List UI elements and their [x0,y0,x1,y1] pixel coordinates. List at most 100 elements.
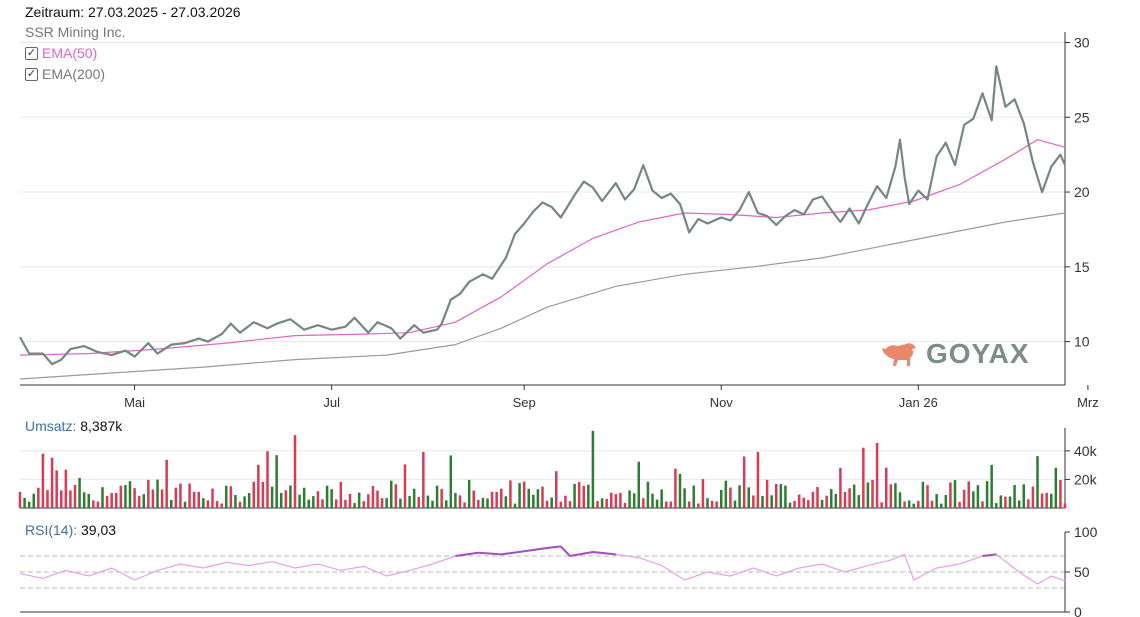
legend-item-ema200[interactable]: ✓ EMA(200) [25,65,105,83]
volume-bar [605,498,608,508]
volume-bar [23,497,26,508]
volume-bar [261,481,265,508]
rsi-overbought-segment [560,545,571,557]
volume-bar [752,495,755,508]
volume-bar [312,496,315,508]
volume-bar [715,501,718,508]
volume-bar [802,497,806,508]
volume-bar [1004,496,1007,508]
volume-bar [710,500,714,508]
volume-bar [600,498,604,508]
volume-bar [376,490,379,508]
volume-readout: Umsatz: 8,387k [25,417,122,435]
volume-bar [719,490,723,508]
volume-bar [78,477,81,508]
volume-bar [169,499,173,508]
checkbox-ema200[interactable]: ✓ [25,67,38,81]
volume-bar [930,500,934,508]
volume-bar [174,487,178,508]
legend-item-ema50[interactable]: ✓ EMA(50) [25,44,97,62]
volume-bar [257,464,260,508]
volume-bar [284,490,288,508]
volume-bar [1045,492,1048,508]
volume-bar [651,493,654,508]
volume-bar [729,487,732,508]
price-tick-label: 15 [1074,259,1090,275]
volume-bar [73,484,77,508]
volume-bar [756,451,760,508]
volume-bar [275,455,278,508]
price-tick-label: 20 [1074,184,1090,200]
rsi-tick-label: 100 [1074,524,1098,540]
volume-bar [990,464,993,508]
volume-bar [440,488,443,508]
volume-bar [1063,503,1067,508]
volume-bar [738,485,741,508]
volume-value: 8,387k [80,418,123,434]
volume-bar [188,483,191,508]
rsi-overbought-segment [478,551,502,556]
volume-bar [674,468,677,508]
volume-bar [939,503,943,508]
volume-bar [1022,484,1026,508]
volume-bar [999,495,1003,508]
volume-bar [128,481,132,508]
rsi-overbought-segment [592,551,616,556]
volume-bar [385,498,388,508]
volume-bar [834,493,838,508]
volume-bar [871,479,874,508]
volume-tick-label: 40k [1074,443,1098,459]
volume-bar [779,484,783,508]
volume-bar [101,487,104,508]
volume-bar [46,490,49,508]
rsi-tick-label: 50 [1074,564,1090,580]
volume-bar [683,488,686,508]
volume-bar [18,491,22,508]
volume-bar [669,501,673,508]
volume-bar [160,489,164,508]
volume-bar [467,479,471,508]
volume-bar [215,501,219,508]
volume-bar [110,493,113,508]
goyax-logo: GOYAX [880,338,1030,370]
rsi-overbought-segment [546,545,561,549]
legend-label-ema50: EMA(50) [42,45,98,61]
volume-bar [183,501,187,508]
price-tick-label: 25 [1074,109,1090,125]
rsi-value: 39,03 [81,522,117,538]
volume-bar [747,487,751,508]
x-tick-label: Mai [124,395,145,410]
volume-bar [770,495,773,508]
checkbox-ema50[interactable]: ✓ [25,46,38,60]
volume-bar [380,498,384,508]
volume-bar [367,494,370,508]
x-tick-label: Nov [710,395,734,410]
volume-bar [371,486,375,508]
volume-bar [27,501,31,508]
volume-bar [192,491,196,508]
volume-bar [417,497,421,508]
volume-bar [981,501,984,508]
volume-bar [353,503,356,508]
volume-bar [495,491,498,508]
volume-bar [664,501,668,508]
volume-bar [1017,500,1021,508]
volume-bar [444,500,448,508]
instrument-name: SSR Mining Inc. [25,24,126,40]
volume-bar [293,435,297,508]
volume-bar [238,501,242,508]
volume-bar [509,480,512,508]
volume-bar [568,501,572,508]
volume-bar [541,486,544,508]
volume-bar [412,488,416,508]
volume-bar [105,495,109,508]
volume-bar [875,442,879,508]
period-label: Zeitraum: 27.03.2025 - 27.03.2026 [25,4,241,20]
volume-bar [907,500,911,508]
volume-bar [389,480,393,508]
x-tick-label: Jul [323,395,340,410]
volume-bar [953,480,957,508]
volume-bar [554,471,558,508]
volume-bar [362,501,366,508]
